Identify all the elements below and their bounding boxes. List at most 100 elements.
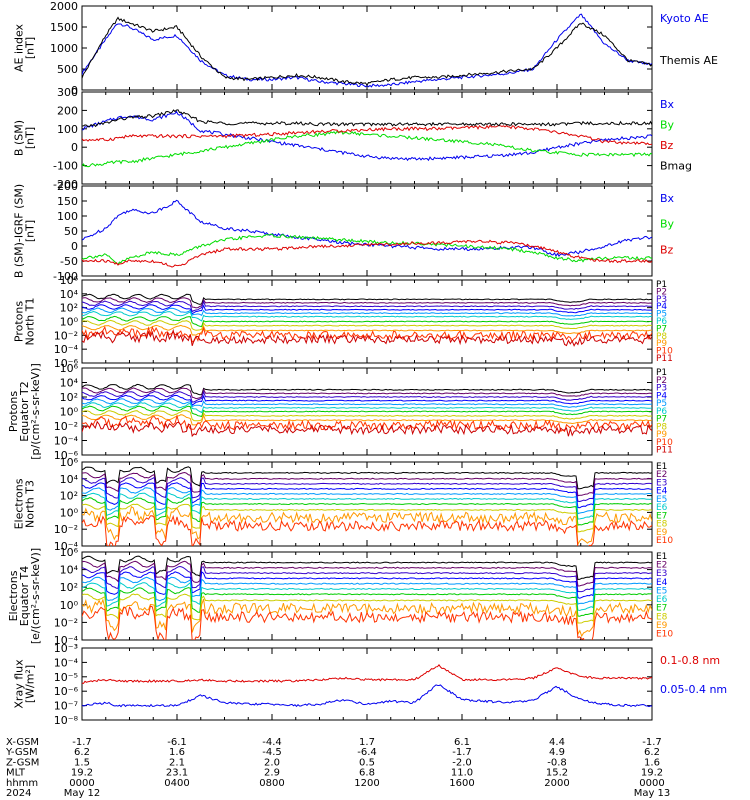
x-axis-row-label: Z-GSM [6, 757, 39, 768]
y-tick-label: 10⁶ [60, 456, 79, 469]
channel-label: P4 [656, 302, 667, 312]
y-tick-label: 100 [57, 123, 78, 136]
y-tick-label: 0 [71, 141, 78, 154]
channel-label: P1 [656, 368, 667, 378]
y-tick-label: 10⁻⁴ [54, 343, 79, 356]
y-tick-label: 2000 [50, 0, 78, 13]
channel-line [82, 576, 652, 605]
y-tick-label: 10² [60, 302, 78, 315]
x-axis-value: 1.7 [359, 737, 375, 748]
channel-label: E2 [656, 561, 667, 571]
x-axis-value: -4.4 [262, 737, 282, 748]
panel-frame [81, 647, 653, 721]
channel-line [82, 390, 652, 403]
channel-line [82, 593, 652, 624]
legend-entry: Bx [660, 98, 675, 111]
y-tick-label: 10⁻⁶ [54, 449, 79, 462]
channel-line [82, 307, 652, 317]
channel-line [82, 394, 652, 406]
x-axis-value: 1600 [449, 778, 474, 789]
y-tick-label: 1500 [50, 21, 78, 34]
channel-label: E7 [656, 511, 667, 521]
channel-line [82, 410, 652, 422]
channel-label: E10 [656, 630, 673, 640]
y-axis-label: [e/(cm²-s-sr-keV)] [29, 548, 42, 644]
channel-line [82, 482, 652, 509]
channel-label: E10 [656, 536, 673, 546]
channel-label: P5 [656, 310, 667, 320]
panel-data [82, 13, 652, 88]
channel-line [82, 570, 652, 599]
channel-line [82, 581, 652, 612]
channel-label: E8 [656, 612, 668, 622]
y-tick-label: 10⁶ [60, 546, 79, 559]
channel-line [82, 383, 652, 396]
legend-entry: Bmag [660, 159, 692, 172]
y-axis-label: North T3 [24, 480, 37, 528]
channel-line [82, 605, 652, 640]
y-tick-label: 10⁴ [60, 473, 79, 486]
channel-label: P11 [656, 354, 673, 364]
y-axis-label: B (SM)-IGRF (SM) [13, 184, 26, 278]
y-axis-label: Equator T4 [18, 566, 31, 626]
channel-label: E9 [656, 621, 668, 631]
channel-label: E1 [656, 552, 667, 562]
panel-bigrf: -100 -50 0 50 100 150 200 B (SM)-IGRF (SM)[nT] B… [13, 180, 675, 283]
x-axis-value: 23.1 [166, 768, 188, 779]
x-axis-value: 19.2 [641, 768, 663, 779]
x-axis-value: 4.9 [549, 747, 565, 758]
y-tick-label: 10² [60, 581, 78, 594]
x-axis-value: 0.5 [359, 757, 375, 768]
x-axis-value: 2.1 [169, 757, 185, 768]
channel-label: P2 [656, 287, 667, 297]
x-axis-value: May 12 [64, 788, 101, 799]
channel-label: P9 [656, 339, 667, 349]
x-axis-value: 19.2 [71, 768, 93, 779]
y-tick-label: 100 [57, 210, 78, 223]
x-axis-value: 1.6 [644, 757, 660, 768]
panel-xray: 10⁻⁸10⁻⁷ 10⁻⁶10⁻⁵ 10⁻⁴10⁻³ Xray flux[W/m²] 0… [13, 642, 728, 727]
channel-label: P6 [656, 317, 667, 327]
y-tick-label: 10⁴ [60, 288, 79, 301]
y-tick-label: 10⁻² [54, 616, 78, 629]
channel-line [82, 514, 652, 546]
panel-data [82, 109, 652, 168]
y-axis-label: Xray flux [13, 659, 26, 709]
y-axis-label: Protons [7, 391, 20, 432]
x-axis-value: 2.9 [264, 768, 280, 779]
channel-label: P3 [656, 295, 667, 305]
y-axis-label: [nT] [24, 127, 37, 149]
panel-bsm: -200 -100 0 100 200 300 B (SM)[nT] Bx By Bz Bmag [13, 86, 693, 191]
channel-line [82, 310, 652, 322]
channel-label: E4 [656, 578, 668, 588]
channel-label: P2 [656, 376, 667, 386]
channel-label: E9 [656, 528, 668, 538]
series-line [82, 233, 652, 265]
x-axis-row-label: MLT [6, 768, 26, 779]
x-axis-value: -0.8 [547, 757, 567, 768]
legend-entry: Bx [660, 192, 675, 205]
x-axis-value: 6.2 [644, 747, 660, 758]
x-axis-value: 0400 [164, 778, 189, 789]
x-axis-value: 2000 [544, 778, 569, 789]
y-tick-label: 10⁻⁶ [54, 357, 79, 370]
y-axis-label: [nT] [24, 37, 37, 59]
legend-entry: Bz [660, 139, 674, 152]
series-line [82, 239, 652, 268]
x-axis-value: 15.2 [546, 768, 568, 779]
y-tick-label: 10⁻² [54, 523, 78, 536]
y-tick-label: 150 [57, 195, 78, 208]
panel-frame [81, 5, 653, 91]
channel-label: E7 [656, 604, 667, 614]
series-line [82, 199, 652, 258]
y-tick-label: 10⁻² [54, 329, 78, 342]
x-axis-row-label: hhmm [6, 778, 38, 789]
x-axis-value: 1200 [354, 778, 379, 789]
x-axis-value: 0800 [259, 778, 284, 789]
channel-label: P6 [656, 407, 667, 417]
x-axis-value: 11.0 [451, 768, 473, 779]
y-tick-label: -50 [60, 255, 78, 268]
x-axis-value: 0000 [69, 778, 94, 789]
